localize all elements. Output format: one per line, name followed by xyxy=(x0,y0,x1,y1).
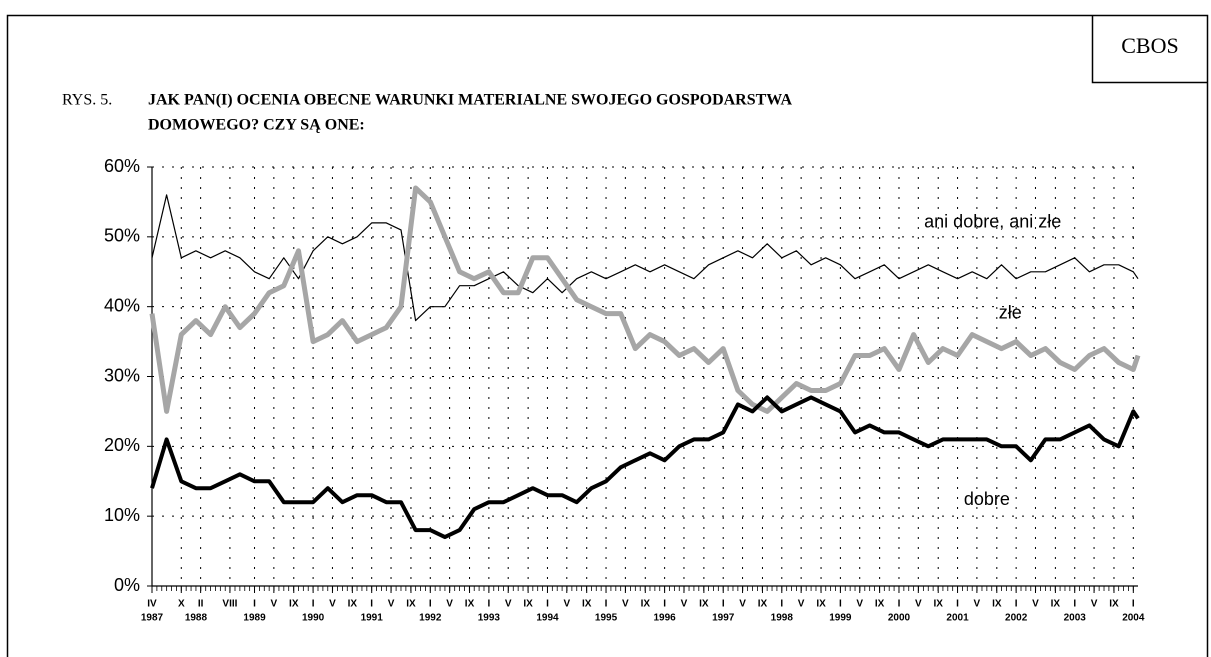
x-year-label: 1995 xyxy=(595,613,618,624)
x-tick-label: V xyxy=(739,599,746,610)
x-tick-label: I xyxy=(1073,599,1076,610)
x-tick-label: I xyxy=(1015,599,1018,610)
x-tick-label: V xyxy=(798,599,805,610)
x-tick-label: IX xyxy=(465,599,475,610)
x-tick-label: I xyxy=(312,599,315,610)
y-tick-label: 20% xyxy=(104,435,140,455)
x-tick-label: IX xyxy=(348,599,358,610)
x-tick-label: V xyxy=(1091,599,1098,610)
y-tick-label: 30% xyxy=(104,365,140,385)
badge: CBOS xyxy=(1121,33,1178,58)
x-tick-label: IX xyxy=(1051,599,1061,610)
x-tick-label: I xyxy=(429,599,432,610)
x-tick-label: IX xyxy=(992,599,1002,610)
x-year-label: 1997 xyxy=(712,613,735,624)
chart-title: JAK PAN(I) OCENIA OBECNE WARUNKI MATERIA… xyxy=(148,92,793,109)
x-tick-label: V xyxy=(915,599,922,610)
x-tick-label: IV xyxy=(147,599,157,610)
series-line xyxy=(150,395,1140,540)
x-year-label: 2002 xyxy=(1005,613,1028,624)
x-year-label: 1994 xyxy=(536,613,559,624)
x-year-label: 1999 xyxy=(829,613,852,624)
x-tick-label: IX xyxy=(406,599,416,610)
x-year-label: 1988 xyxy=(185,613,208,624)
x-tick-label: I xyxy=(370,599,373,610)
x-tick-label: IX xyxy=(758,599,768,610)
x-tick-label: V xyxy=(681,599,688,610)
x-year-label: 1996 xyxy=(654,613,677,624)
y-tick-label: 50% xyxy=(104,226,140,246)
frame xyxy=(6,14,1209,657)
annotation: dobre xyxy=(964,489,1010,509)
x-tick-label: IX xyxy=(816,599,826,610)
x-tick-label: V xyxy=(505,599,512,610)
x-tick-label: II xyxy=(198,599,204,610)
x-tick-label: IX xyxy=(933,599,943,610)
x-year-label: 1987 xyxy=(141,613,164,624)
x-tick-label: V xyxy=(856,599,863,610)
x-tick-label: V xyxy=(974,599,981,610)
badge-box xyxy=(1091,15,1208,84)
x-tick-label: V xyxy=(1032,599,1039,610)
x-tick-label: IX xyxy=(582,599,592,610)
series-line xyxy=(151,194,1139,322)
x-tick-label: I xyxy=(253,599,256,610)
x-tick-label: IX xyxy=(523,599,533,610)
x-tick-label: IX xyxy=(641,599,651,610)
x-tick-label: I xyxy=(1132,599,1135,610)
x-year-label: 2004 xyxy=(1122,613,1145,624)
x-tick-label: I xyxy=(487,599,490,610)
x-tick-label: I xyxy=(956,599,959,610)
x-tick-label: IX xyxy=(1109,599,1119,610)
x-tick-label: V xyxy=(388,599,395,610)
x-tick-label: I xyxy=(898,599,901,610)
x-year-label: 1991 xyxy=(361,613,384,624)
x-tick-label: I xyxy=(663,599,666,610)
x-tick-label: IX xyxy=(875,599,885,610)
x-year-label: 1989 xyxy=(243,613,266,624)
chart-title: DOMOWEGO? CZY SĄ ONE: xyxy=(148,117,365,134)
annotation: złe xyxy=(999,302,1022,322)
x-tick-label: VIII xyxy=(222,599,237,610)
x-tick-label: I xyxy=(546,599,549,610)
x-year-label: 1998 xyxy=(771,613,794,624)
x-tick-label: IX xyxy=(699,599,709,610)
x-year-label: 2001 xyxy=(946,613,969,624)
x-tick-label: I xyxy=(839,599,842,610)
x-tick-label: V xyxy=(622,599,629,610)
x-tick-label: I xyxy=(722,599,725,610)
x-tick-label: V xyxy=(446,599,453,610)
x-tick-label: V xyxy=(563,599,570,610)
series-line xyxy=(149,185,1141,414)
x-tick-label: IX xyxy=(289,599,299,610)
x-tick-label: V xyxy=(271,599,278,610)
y-tick-label: 40% xyxy=(104,295,140,315)
x-tick-label: V xyxy=(329,599,336,610)
x-tick-label: I xyxy=(605,599,608,610)
x-year-label: 2003 xyxy=(1064,613,1087,624)
x-year-label: 1993 xyxy=(478,613,501,624)
x-year-label: 1992 xyxy=(419,613,442,624)
x-year-label: 2000 xyxy=(888,613,911,624)
annotation: ani dobre, ani złe xyxy=(924,212,1061,232)
figure-label: RYS. 5. xyxy=(62,92,112,109)
x-tick-label: X xyxy=(178,599,185,610)
x-year-label: 1990 xyxy=(302,613,325,624)
y-tick-label: 10% xyxy=(104,505,140,525)
x-tick-label: I xyxy=(780,599,783,610)
y-tick-label: 60% xyxy=(104,156,140,176)
y-tick-label: 0% xyxy=(114,575,140,595)
